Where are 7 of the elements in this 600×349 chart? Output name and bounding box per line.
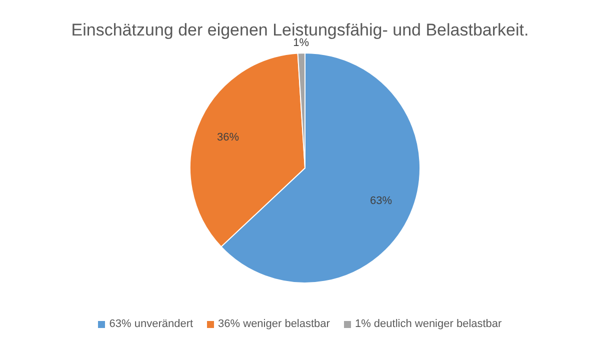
chart-title: Einschätzung der eigenen Leistungsfähig- und Belastbarkeit.: [71, 20, 529, 40]
legend-label: 63% unverändert: [108, 318, 194, 330]
data-label: 63%: [370, 194, 392, 207]
legend-label: 36% weniger belastbar: [217, 318, 330, 330]
data-label: 36%: [217, 132, 240, 144]
legend-label: 1% deutlich weniger belastbar: [354, 318, 502, 330]
data-label: 1%: [293, 37, 310, 50]
